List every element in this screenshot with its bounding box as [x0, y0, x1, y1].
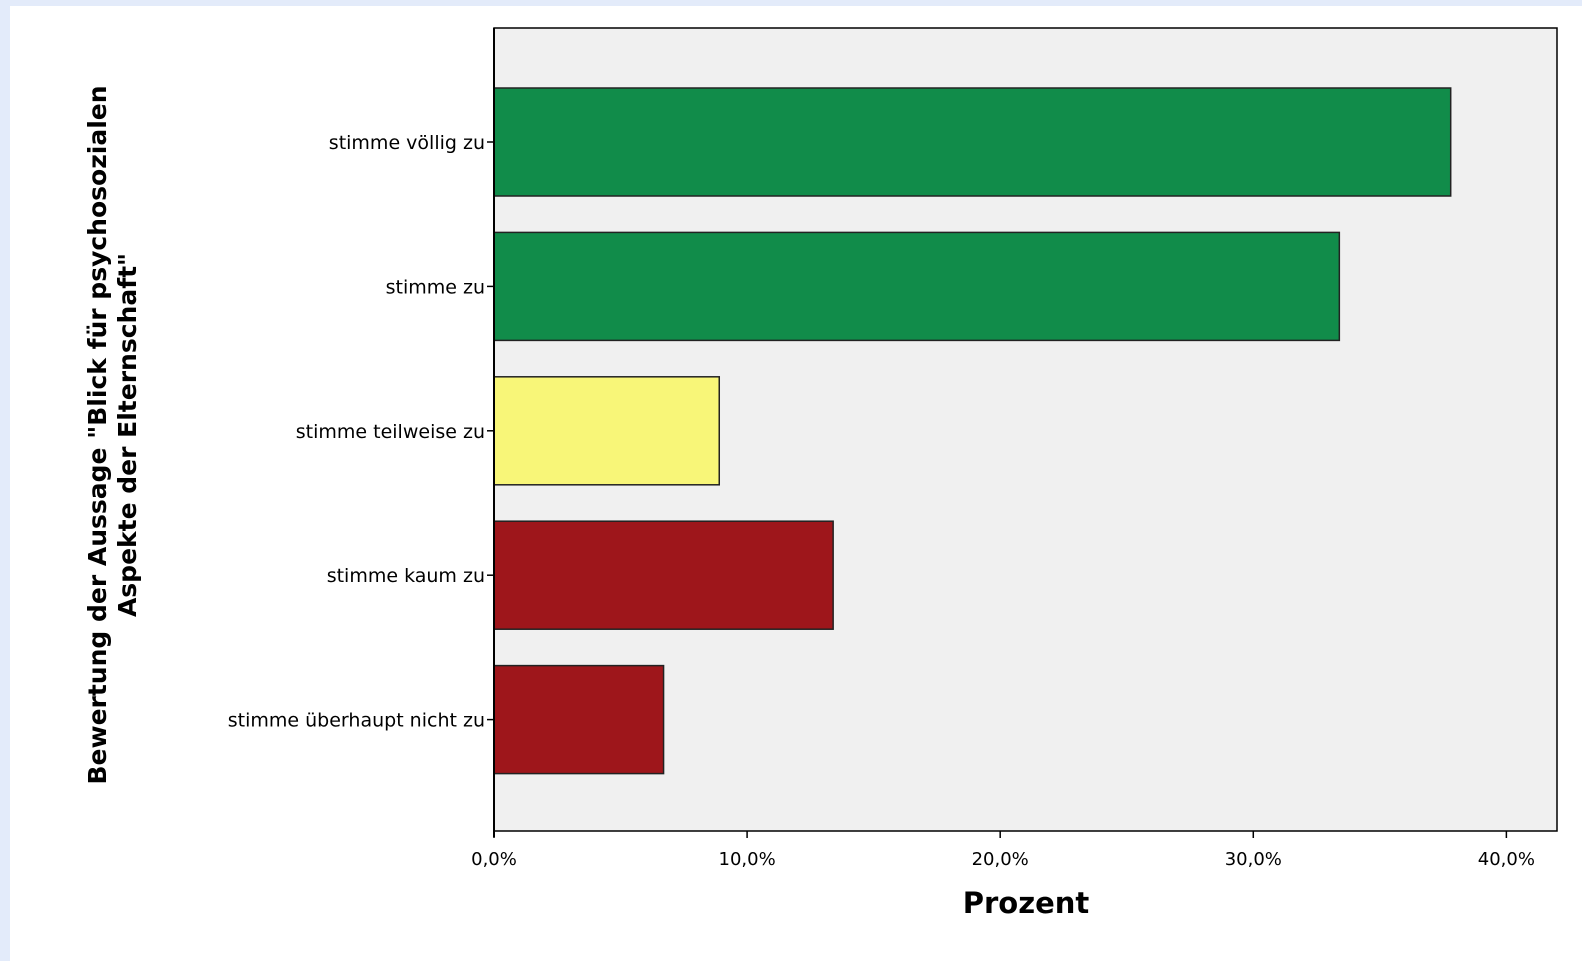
y-tick-label-3: stimme kaum zu: [327, 565, 485, 587]
x-tick-label-2: 20,0%: [972, 849, 1029, 870]
y-tick-label-1: stimme zu: [386, 276, 485, 298]
x-axis: 0,0% 10,0% 20,0% 30,0% 40,0%: [471, 831, 1535, 870]
bar-chart: stimme völlig zu stimme zu stimme teilweis…: [83, 27, 1558, 920]
bar-4: [493, 664, 665, 775]
y-axis: stimme völlig zu stimme zu stimme teilweis…: [228, 28, 495, 837]
bar-1: [493, 231, 1341, 342]
y-tick-label-4: stimme überhaupt nicht zu: [228, 710, 485, 732]
bars: [493, 87, 1452, 775]
bar-2: [493, 376, 721, 486]
y-axis-title-line-2: Aspekte der Elternschaft": [113, 253, 142, 617]
y-tick-label-0: stimme völlig zu: [329, 132, 485, 154]
x-tick-label-0: 0,0%: [471, 849, 517, 870]
y-axis-title: Bewertung der Aussage "Blick für psychos…: [83, 85, 142, 784]
chart-frame: stimme völlig zu stimme zu stimme teilweis…: [10, 6, 1582, 961]
bar-3: [493, 520, 834, 630]
bar-0: [493, 87, 1452, 197]
x-tick-label-1: 10,0%: [719, 849, 776, 870]
x-tick-label-4: 40,0%: [1478, 849, 1535, 870]
y-tick-label-2: stimme teilweise zu: [296, 421, 485, 443]
y-axis-title-line-1: Bewertung der Aussage "Blick für psychos…: [83, 85, 112, 784]
x-tick-label-3: 30,0%: [1225, 849, 1282, 870]
x-axis-title: Prozent: [963, 886, 1090, 920]
